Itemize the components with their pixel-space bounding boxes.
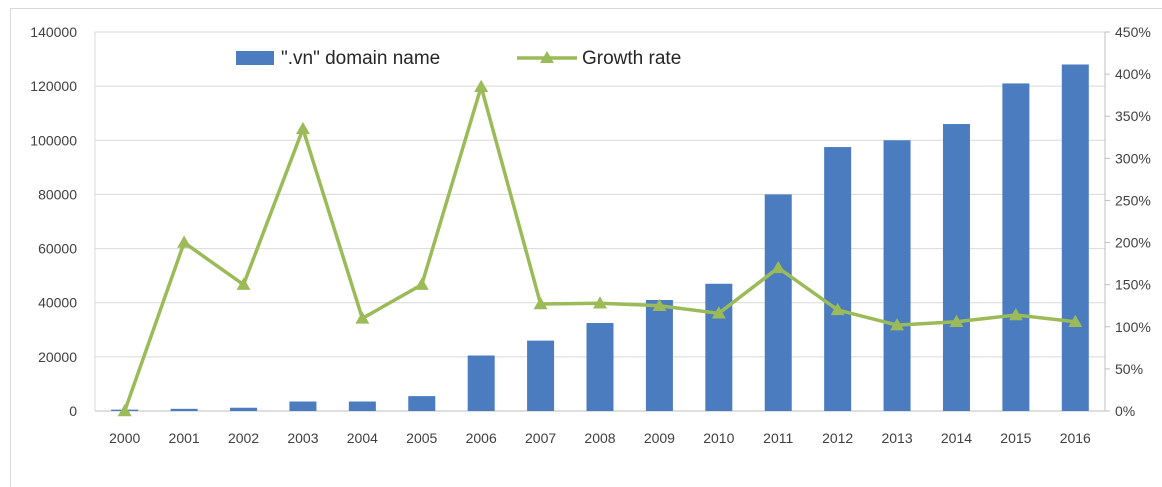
bar <box>1002 83 1030 411</box>
x-tick-label: 2005 <box>406 430 437 446</box>
bar-series <box>111 64 1089 412</box>
line-point <box>949 314 964 327</box>
right-tick-label: 450% <box>1115 24 1151 40</box>
right-tick-label: 200% <box>1115 235 1151 251</box>
bar <box>705 283 733 411</box>
right-tick-label: 100% <box>1115 319 1151 335</box>
left-tick-label: 120000 <box>30 78 77 94</box>
bar <box>883 140 911 412</box>
x-tick-label: 2011 <box>763 430 793 446</box>
bar <box>1061 64 1089 411</box>
right-tick-label: 300% <box>1115 150 1151 166</box>
bar <box>289 401 317 411</box>
right-tick-label: 250% <box>1115 192 1151 208</box>
x-tick-label: 2003 <box>287 430 318 446</box>
bar <box>586 323 614 411</box>
x-tick-label: 2009 <box>644 430 675 446</box>
bar <box>230 407 258 411</box>
x-tick-label: 2014 <box>941 430 972 446</box>
bar <box>467 355 495 411</box>
legend-triangle-marker <box>540 51 554 63</box>
line-point <box>355 311 370 324</box>
right-tick-label: 350% <box>1115 108 1151 124</box>
bar <box>824 147 852 411</box>
x-tick-label: 2013 <box>881 430 912 446</box>
line-point <box>711 306 726 319</box>
x-tick-label: 2016 <box>1060 430 1091 446</box>
left-tick-label: 40000 <box>38 295 77 311</box>
left-tick-label: 20000 <box>38 349 77 365</box>
x-tick-label: 2006 <box>466 430 497 446</box>
legend-bar-swatch <box>236 51 274 65</box>
bar <box>645 300 673 411</box>
line-point <box>830 302 845 316</box>
line-point <box>533 297 548 310</box>
line-point <box>890 318 905 331</box>
right-tick-label: 50% <box>1115 361 1143 377</box>
left-tick-label: 100000 <box>30 132 77 148</box>
line-point <box>414 277 429 290</box>
left-tick-label: 140000 <box>30 24 77 40</box>
x-tick-label: 2002 <box>228 430 259 446</box>
x-tick-label: 2015 <box>1000 430 1031 446</box>
right-tick-label: 400% <box>1115 66 1151 82</box>
line-point <box>236 277 251 290</box>
left-axis-ticks: 0 20000 40000 60000 80000 100000 120000 140000 <box>30 24 77 419</box>
bar <box>170 408 198 411</box>
chart-frame <box>10 8 1162 487</box>
x-axis-ticks: 2000 2001 2002 2003 2004 2005 2006 2007 2008 2009… <box>109 430 1091 446</box>
x-tick-label: 2004 <box>347 430 378 446</box>
x-tick-label: 2007 <box>525 430 556 446</box>
line-point <box>1068 314 1083 327</box>
line-point <box>652 298 667 311</box>
line-point <box>771 260 786 274</box>
x-tick-label: 2001 <box>169 430 200 446</box>
left-tick-label: 80000 <box>38 186 77 202</box>
line-point <box>117 404 132 417</box>
x-tick-label: 2008 <box>584 430 615 446</box>
bar <box>764 194 792 411</box>
line-point <box>295 121 310 135</box>
x-tick-label: 2012 <box>822 430 853 446</box>
bar <box>348 401 376 411</box>
line-point <box>1008 307 1023 321</box>
line-point <box>593 296 607 309</box>
line-point <box>474 79 489 92</box>
legend-label: Growth rate <box>582 48 681 69</box>
x-tick-label: 2010 <box>703 430 734 446</box>
right-tick-label: 150% <box>1115 277 1151 293</box>
bar <box>527 340 555 411</box>
legend: ".vn" domain name Growth rate <box>236 48 681 69</box>
right-tick-label: 0% <box>1115 403 1135 419</box>
bar <box>408 396 436 411</box>
right-axis-ticks: 0% 50% 100% 150% 200% 250% 300% 350% 400% 450% <box>1115 24 1151 419</box>
left-tick-label: 60000 <box>38 241 77 257</box>
x-tick-label: 2000 <box>109 430 140 446</box>
legend-label: ".vn" domain name <box>281 48 440 69</box>
line-point <box>177 235 192 248</box>
bar <box>942 124 970 412</box>
line-series <box>117 79 1083 417</box>
left-tick-label: 0 <box>69 403 77 419</box>
